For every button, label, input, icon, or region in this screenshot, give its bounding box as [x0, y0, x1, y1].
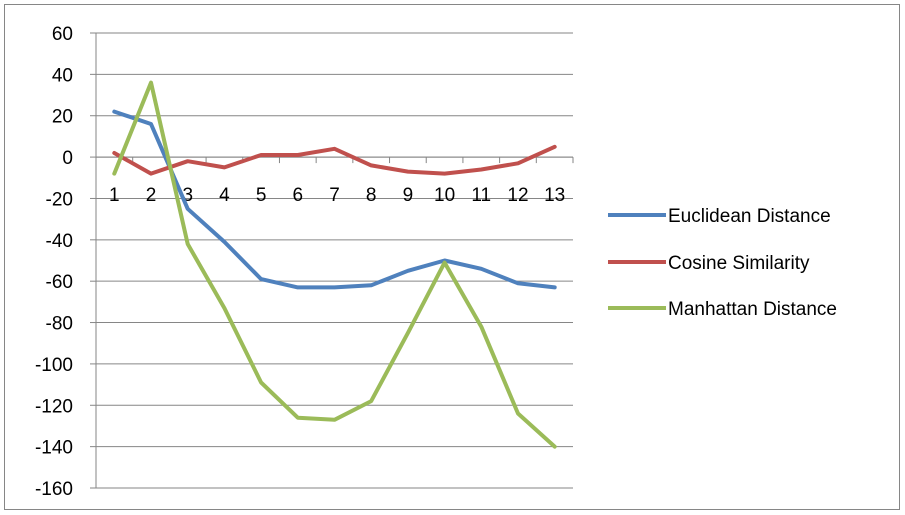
y-tick-label: -80 [46, 314, 73, 335]
x-tick-label: 2 [146, 185, 157, 206]
x-tick-label: 12 [507, 185, 528, 206]
y-tick-label: -100 [35, 355, 73, 376]
x-tick-label: 3 [182, 185, 193, 206]
x-tick-label: 7 [329, 185, 340, 206]
x-tick-label: 1 [109, 185, 120, 206]
y-tick-label: -120 [35, 396, 73, 417]
y-tick-label: 20 [52, 107, 73, 128]
x-tick-label: 11 [471, 185, 491, 206]
y-tick-label: -40 [46, 231, 73, 252]
series-line-euclidean-distance [112, 109, 557, 290]
series-line-manhattan-distance [112, 80, 557, 449]
y-axis: 60 40 20 0 -20 -40 -60 -80 -100 -120 -140 -160 [35, 24, 97, 500]
y-tick-label: -160 [35, 479, 73, 500]
y-tick-label: 60 [52, 24, 73, 45]
y-tick-label: -20 [46, 189, 73, 210]
legend-label: Euclidean Distance [668, 206, 831, 227]
legend: Euclidean Distance Cosine Similarity Manha… [608, 206, 837, 320]
series-line-cosine-similarity [112, 144, 557, 176]
legend-label: Manhattan Distance [668, 299, 837, 320]
x-axis: 1 2 3 4 5 6 7 8 9 10 11 12 13 [95, 156, 574, 206]
x-tick-label: 13 [544, 185, 565, 206]
x-tick-label: 10 [434, 185, 455, 206]
y-tick-label: 0 [62, 148, 73, 169]
x-tick-label: 8 [366, 185, 377, 206]
y-tick-label: 40 [52, 65, 73, 86]
legend-label: Cosine Similarity [668, 253, 810, 274]
x-tick-label: 4 [219, 185, 230, 206]
gridlines [96, 32, 573, 489]
x-tick-label: 5 [256, 185, 267, 206]
x-tick-label: 9 [403, 185, 414, 206]
y-tick-label: -140 [35, 438, 73, 459]
y-tick-label: -60 [46, 272, 73, 293]
series-lines [112, 80, 557, 449]
x-tick-label: 6 [293, 185, 304, 206]
